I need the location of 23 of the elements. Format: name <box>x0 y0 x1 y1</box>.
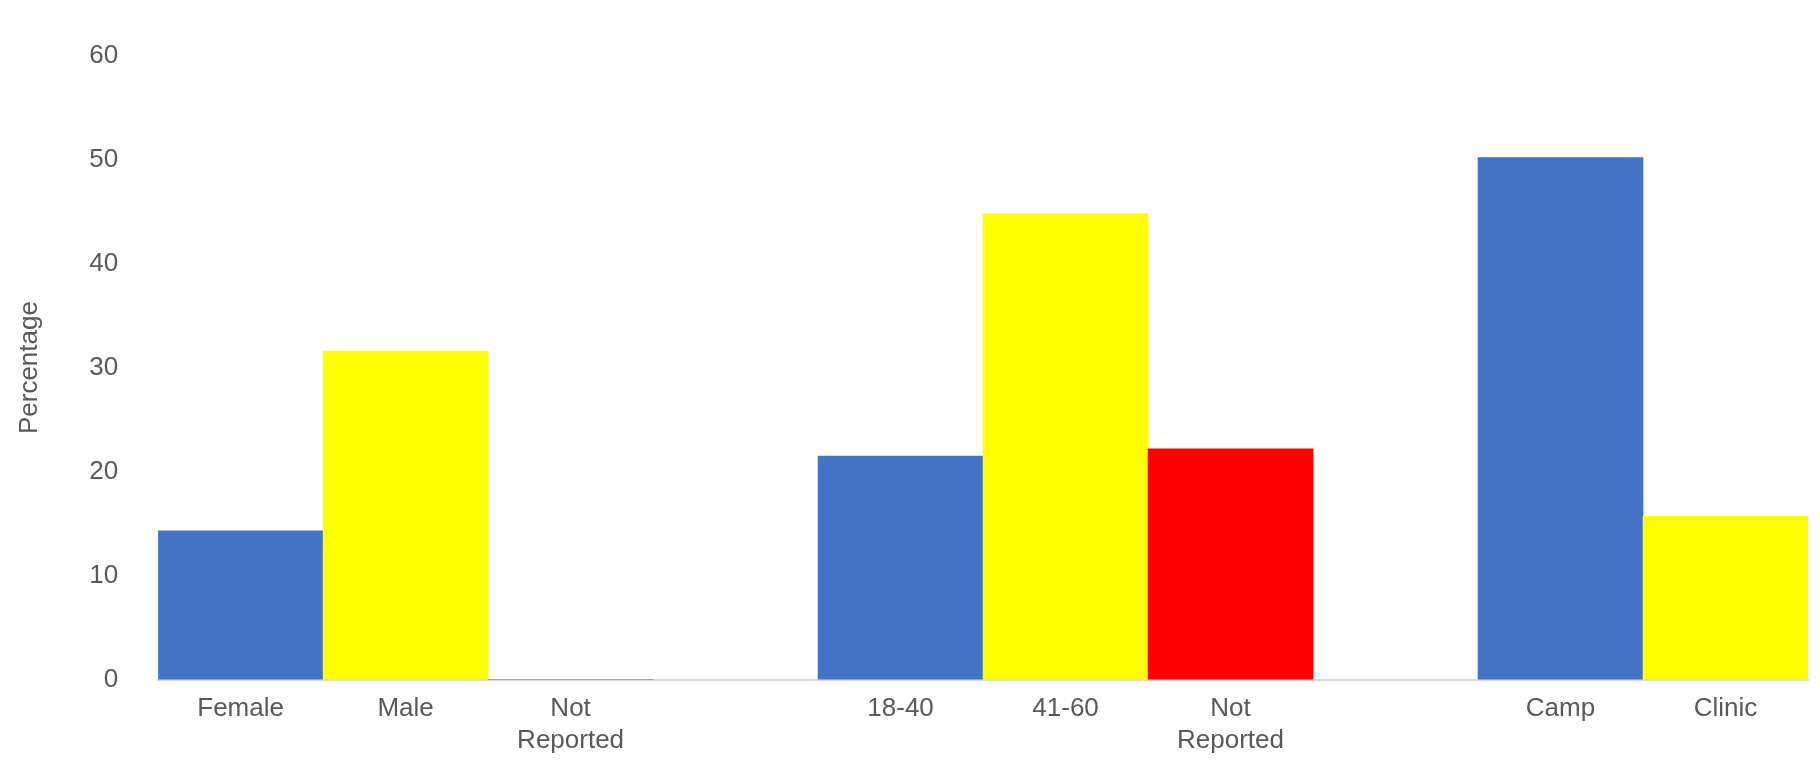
y-tick-label: 60 <box>89 38 119 69</box>
x-tick-label: Female <box>197 692 284 723</box>
y-axis-title: Percentage <box>12 301 43 435</box>
x-tick-label: 18-40 <box>867 692 934 723</box>
bar <box>1477 157 1644 680</box>
bar <box>158 530 324 680</box>
y-tick-label: 30 <box>89 350 119 381</box>
bar <box>1642 515 1808 680</box>
x-tick-label: Not Reported <box>1177 692 1285 754</box>
y-tick-label: 20 <box>89 454 119 485</box>
bar <box>1147 448 1314 680</box>
x-tick-label: Not Reported <box>517 692 625 754</box>
x-tick-label: 41-60 <box>1032 692 1099 723</box>
y-tick-label: 0 <box>103 662 119 693</box>
bar <box>322 350 489 680</box>
bar <box>817 455 984 680</box>
y-tick-label: 50 <box>89 142 119 173</box>
y-tick-label: 40 <box>89 246 119 277</box>
bar <box>982 213 1149 680</box>
x-tick-label: Clinic <box>1693 692 1758 723</box>
x-tick-label: Camp <box>1525 692 1596 723</box>
y-tick-label: 10 <box>89 558 119 589</box>
x-tick-label: Male <box>377 692 434 723</box>
